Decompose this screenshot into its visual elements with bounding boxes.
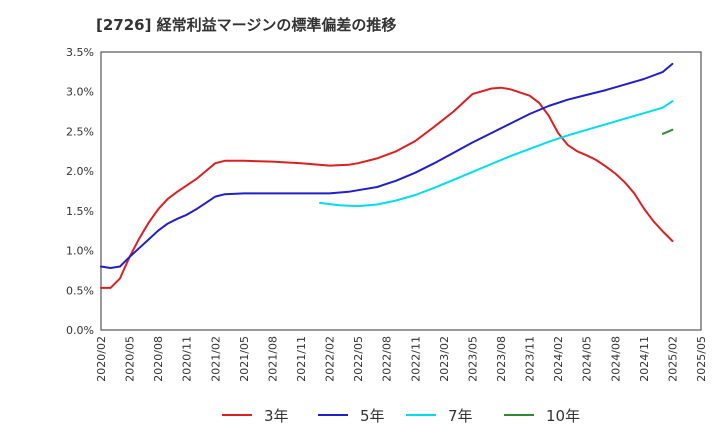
chart-title: [2726] 経常利益マージンの標準偏差の推移	[96, 16, 397, 34]
y-tick-label: 2.0%	[66, 165, 94, 178]
series-layer	[100, 62, 674, 289]
x-tick-label: 2025/02	[666, 336, 679, 382]
y-tick-label: 0.0%	[66, 324, 94, 337]
y-tick-label: 3.0%	[66, 86, 94, 99]
legend: 3年 5年 7年 10年	[0, 400, 720, 430]
x-tick-label: 2023/02	[438, 336, 451, 382]
y-tick-label: 1.5%	[66, 205, 94, 218]
series-line	[100, 62, 674, 269]
axis-layer	[100, 51, 702, 331]
y-tick-label: 0.5%	[66, 284, 94, 297]
legend-swatch	[504, 414, 534, 416]
legend-item: 5年	[318, 400, 385, 430]
x-tick-label: 2024/08	[609, 336, 622, 382]
series-line	[100, 86, 674, 289]
y-tick-label: 1.0%	[66, 245, 94, 258]
x-tick-label: 2023/08	[495, 336, 508, 382]
legend-item: 3年	[222, 400, 289, 430]
x-tick-label: 2020/11	[181, 336, 194, 382]
legend-swatch	[406, 414, 436, 416]
x-tick-label: 2021/11	[295, 336, 308, 382]
legend-swatch	[222, 414, 252, 416]
x-tick-label: 2023/11	[524, 336, 537, 382]
legend-label: 5年	[360, 406, 385, 425]
x-tick-label: 2023/05	[466, 336, 479, 382]
x-tick-label: 2022/05	[352, 336, 365, 382]
x-tick-label: 2020/08	[152, 336, 165, 382]
x-tick-label: 2020/05	[124, 336, 137, 382]
x-tick-label: 2022/11	[409, 336, 422, 382]
series-line	[661, 128, 674, 135]
y-tick-label: 2.5%	[66, 125, 94, 138]
x-tick-label: 2022/02	[324, 336, 337, 382]
x-tick-label: 2024/02	[552, 336, 565, 382]
x-tick-label: 2024/05	[581, 336, 594, 382]
series-line	[319, 100, 674, 208]
y-tick-label: 3.5%	[66, 46, 94, 59]
x-tick-label: 2025/05	[695, 336, 708, 382]
plot-area	[100, 51, 702, 331]
legend-label: 7年	[448, 406, 473, 425]
x-tick-label: 2021/05	[238, 336, 251, 382]
legend-label: 3年	[264, 406, 289, 425]
legend-label: 10年	[546, 406, 581, 425]
legend-item: 7年	[406, 400, 473, 430]
x-tick-label: 2022/08	[381, 336, 394, 382]
legend-swatch	[318, 414, 348, 416]
x-tick-label: 2020/02	[95, 336, 108, 382]
x-tick-label: 2021/02	[209, 336, 222, 382]
x-tick-label: 2024/11	[638, 336, 651, 382]
legend-item: 10年	[504, 400, 580, 430]
x-tick-label: 2021/08	[266, 336, 279, 382]
tick-label-layer: 0.0% 0.5% 1.0% 1.5% 2.0% 2.5% 3.0% 3.5% 2020/02 2…	[66, 46, 708, 382]
